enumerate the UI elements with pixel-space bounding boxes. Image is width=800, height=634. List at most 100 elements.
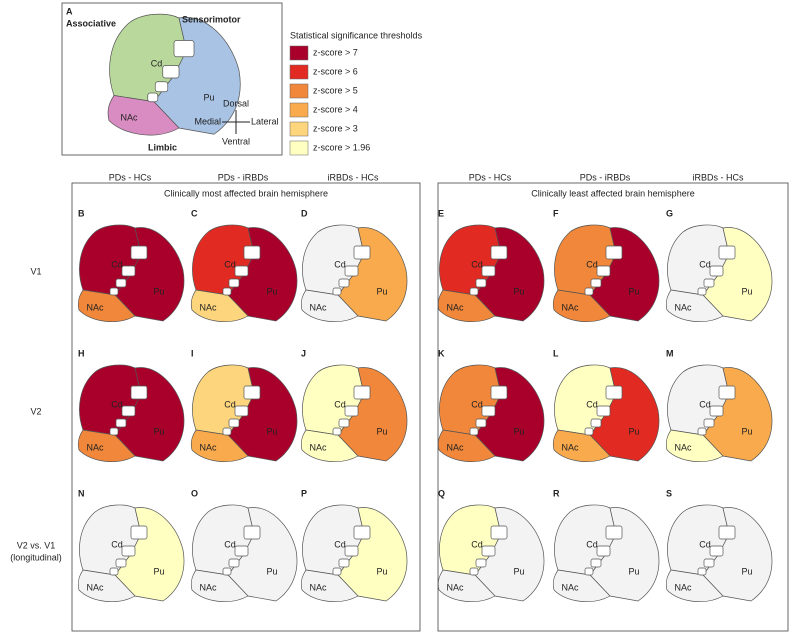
sensorimotor-region xyxy=(337,507,408,602)
sensorimotor-region xyxy=(474,367,545,462)
gap xyxy=(222,427,232,436)
structure-label: NAc xyxy=(86,582,104,592)
structure-label: Cd xyxy=(699,399,711,409)
striatum xyxy=(300,364,408,463)
structure-label: Cd xyxy=(334,399,346,409)
panel-letter: L xyxy=(553,348,559,358)
structure-label: NAc xyxy=(86,302,104,312)
gap xyxy=(130,245,148,260)
structure-label: Pu xyxy=(153,566,164,576)
structure-label: NAc xyxy=(309,442,327,452)
gap xyxy=(332,427,342,436)
limbic-region xyxy=(190,569,249,603)
legend-title: Statistical significance thresholds xyxy=(290,30,423,40)
structure-label: NAc xyxy=(199,442,217,452)
structure-label: NAc xyxy=(309,302,327,312)
gap xyxy=(243,385,261,400)
gap xyxy=(332,567,342,576)
legend-label: z-score > 7 xyxy=(313,47,358,57)
direction: Ventral xyxy=(222,136,250,146)
hemisphere-box xyxy=(71,182,421,632)
striatum xyxy=(552,504,660,603)
limbic-region xyxy=(552,289,611,323)
structure-label: NAc xyxy=(86,442,104,452)
structure-label: Pu xyxy=(513,426,524,436)
gap xyxy=(353,385,371,400)
gap xyxy=(718,525,736,540)
gap xyxy=(481,265,496,277)
structure-label: NAc xyxy=(561,582,579,592)
panel-a-box xyxy=(61,2,283,156)
striatum xyxy=(77,504,185,603)
structure-label: Pu xyxy=(376,286,387,296)
structure-label: Cd xyxy=(586,259,598,269)
sensorimotor-region xyxy=(227,227,298,322)
gap xyxy=(475,558,487,568)
structure-label: Cd xyxy=(111,259,123,269)
gap xyxy=(697,567,707,576)
gap xyxy=(109,427,119,436)
structure-label: NAc xyxy=(561,302,579,312)
structure-label: NAc xyxy=(199,582,217,592)
gap xyxy=(490,385,508,400)
legend-label: z-score > 5 xyxy=(313,85,358,95)
structure-label: Pu xyxy=(741,566,752,576)
gap xyxy=(596,405,611,417)
gap xyxy=(605,385,623,400)
structure-label: Pu xyxy=(741,426,752,436)
gap xyxy=(353,245,371,260)
gap xyxy=(234,405,249,417)
legend-swatch xyxy=(289,102,309,118)
structure-label: NAc xyxy=(446,302,464,312)
gap xyxy=(469,287,479,296)
gap xyxy=(353,525,371,540)
legend-label: z-score > 1.96 xyxy=(313,142,370,152)
gap xyxy=(590,558,602,568)
striatum xyxy=(665,504,773,603)
gap xyxy=(332,287,342,296)
sensorimotor-region xyxy=(589,227,660,322)
structure-label: NAc xyxy=(120,112,138,122)
structure-label: Cd xyxy=(111,399,123,409)
panel-letter: G xyxy=(666,208,673,218)
panel-letter: F xyxy=(553,208,559,218)
gap xyxy=(243,525,261,540)
panel-letter: J xyxy=(301,348,306,358)
panel-letter: S xyxy=(666,488,672,498)
structure-label: Pu xyxy=(153,426,164,436)
gap xyxy=(173,40,195,58)
panel-letter: K xyxy=(438,348,445,358)
gap xyxy=(121,545,136,557)
gap xyxy=(703,278,715,288)
sensorimotor-region xyxy=(474,507,545,602)
gap xyxy=(147,92,159,103)
limbic-region xyxy=(107,95,180,136)
gap xyxy=(605,245,623,260)
panel-letter: Q xyxy=(438,488,445,498)
region-label: Sensorimotor xyxy=(182,14,241,24)
gap xyxy=(709,545,724,557)
gap xyxy=(344,265,359,277)
panel-letter: O xyxy=(191,488,198,498)
sensorimotor-region xyxy=(337,367,408,462)
gap xyxy=(228,558,240,568)
gap xyxy=(109,567,119,576)
gap xyxy=(338,278,350,288)
legend-swatch xyxy=(289,83,309,99)
gap xyxy=(121,265,136,277)
sensorimotor-region xyxy=(589,367,660,462)
striatum xyxy=(665,364,773,463)
structure-label: Cd xyxy=(111,539,123,549)
structure-label: Pu xyxy=(266,286,277,296)
gap xyxy=(709,265,724,277)
gap xyxy=(344,545,359,557)
gap xyxy=(469,427,479,436)
limbic-region xyxy=(300,569,359,603)
limbic-region xyxy=(665,569,724,603)
limbic-region xyxy=(437,569,496,603)
gap xyxy=(475,418,487,428)
structure-label: Cd xyxy=(224,399,236,409)
direction: Dorsal xyxy=(223,98,249,108)
gap xyxy=(154,81,169,93)
